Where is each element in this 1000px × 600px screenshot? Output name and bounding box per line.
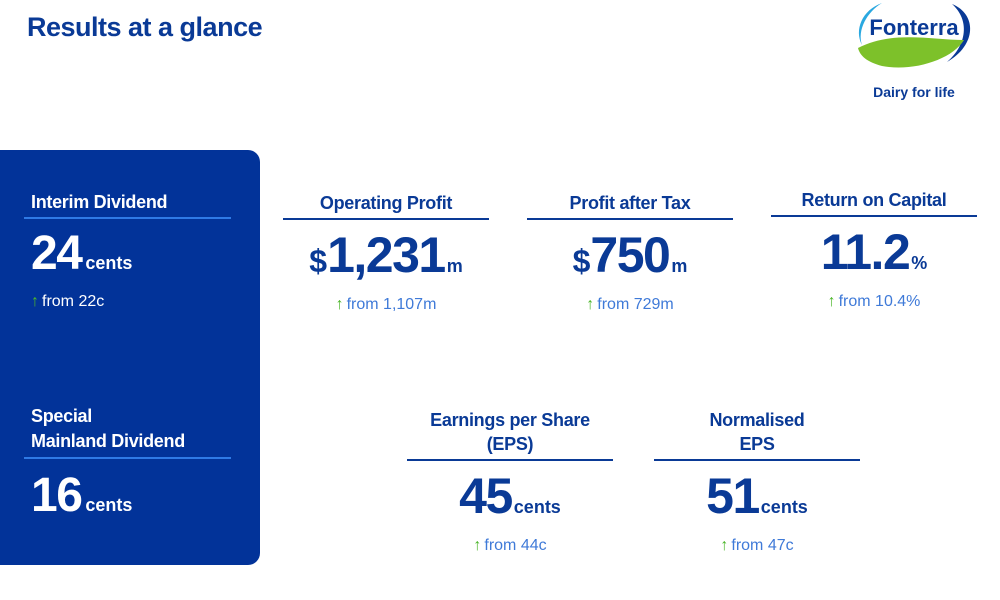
up-arrow-icon: ↑ (473, 537, 482, 554)
metric-profit-after-tax: Profit after Tax $750 m ↑ from 729m (527, 191, 733, 314)
metric-change: ↑ from 1,107m (335, 296, 437, 313)
metric-change: ↑ from 729m (586, 296, 674, 313)
metric-change: ↑ from 44c (473, 537, 547, 554)
metric-value: 11.2% (820, 224, 928, 280)
metric-return-on-capital: Return on Capital 11.2% ↑ from 10.4% (771, 188, 977, 311)
metric-normalised-eps: Normalised EPS 51 cents ↑ from 47c (654, 408, 860, 555)
metric-eps: Earnings per Share (EPS) 45 cents ↑ from 44… (407, 408, 613, 555)
metric-change: ↑ from 47c (720, 537, 794, 554)
up-arrow-icon: ↑ (827, 293, 836, 310)
metric-value: 45 cents (459, 468, 561, 524)
divider (24, 457, 231, 459)
metric-value: 51 cents (706, 468, 808, 524)
special-dividend-value: 16 cents (31, 469, 133, 522)
metric-operating-profit: Operating Profit $1,231 m ↑ from 1,107m (283, 191, 489, 314)
fonterra-logo: Fonterra Dairy for life (858, 3, 971, 100)
metric-change: ↑ from 10.4% (827, 293, 921, 310)
interim-dividend-change: ↑ from 22c (31, 293, 105, 310)
divider (24, 217, 231, 219)
metric-value: $750 m (572, 227, 688, 283)
divider (283, 218, 489, 220)
up-arrow-icon: ↑ (720, 537, 729, 554)
metric-value: $1,231 m (309, 227, 463, 283)
svg-text:Dairy for life: Dairy for life (873, 84, 955, 100)
special-dividend-label: Special Mainland Dividend (31, 406, 185, 451)
dividend-panel: Interim Dividend 24 cents ↑ from 22c Speci… (0, 150, 260, 565)
interim-dividend-label: Interim Dividend (31, 192, 168, 212)
interim-dividend-value: 24 cents (31, 227, 133, 280)
up-arrow-icon: ↑ (31, 293, 39, 310)
divider (407, 459, 613, 461)
divider (654, 459, 860, 461)
svg-text:Fonterra: Fonterra (869, 15, 959, 40)
page-title: Results at a glance (27, 12, 263, 42)
up-arrow-icon: ↑ (586, 296, 595, 313)
up-arrow-icon: ↑ (335, 296, 344, 313)
divider (771, 215, 977, 217)
divider (527, 218, 733, 220)
